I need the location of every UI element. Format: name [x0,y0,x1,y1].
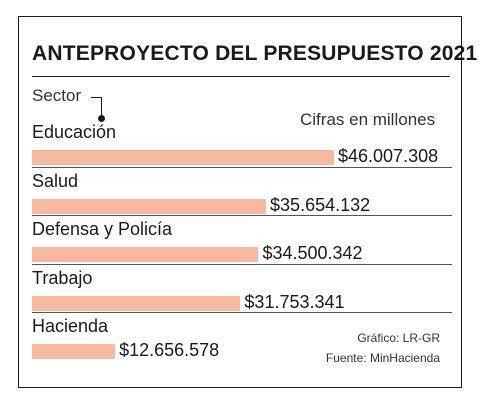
data-source: Fuente: MinHacienda [325,351,440,365]
bar-trabajo [32,295,241,311]
row-separator [32,215,452,216]
row-separator [32,263,452,265]
bar-salud [32,198,267,214]
value-label-hacienda: $12.656.578 [119,340,220,360]
row-separator [32,312,452,313]
sector-pointer-stem [101,97,102,118]
category-label-educacion: Educación [32,122,117,142]
category-label-trabajo: Trabajo [32,267,93,288]
value-label-trabajo: $31.753.341 [244,291,345,312]
category-label-defensa-y-policia: Defensa y Policía [32,219,173,239]
value-label-salud: $35.654.132 [270,194,371,215]
category-label-hacienda: Hacienda [32,316,109,336]
bar-educacion [32,150,334,165]
value-label-defensa-y-policia: $34.500.342 [262,243,363,263]
value-label-educacion: $46.007.308 [338,146,439,166]
bar-defensa-y-policia [32,247,259,262]
units-note: Cifras en millones [300,110,436,129]
title-divider [32,76,450,77]
sector-pointer-line [91,97,101,98]
row-separator [32,166,452,168]
category-label-salud: Salud [32,170,79,191]
chart-frame [18,16,462,388]
sector-pointer-dot [98,115,105,122]
chart-title: ANTEPROYECTO DEL PRESUPUESTO 2021 [32,42,478,65]
graphic-credit: Gráfico: LR-GR [357,331,440,345]
bar-hacienda [32,344,116,359]
sector-label: Sector [32,86,82,105]
